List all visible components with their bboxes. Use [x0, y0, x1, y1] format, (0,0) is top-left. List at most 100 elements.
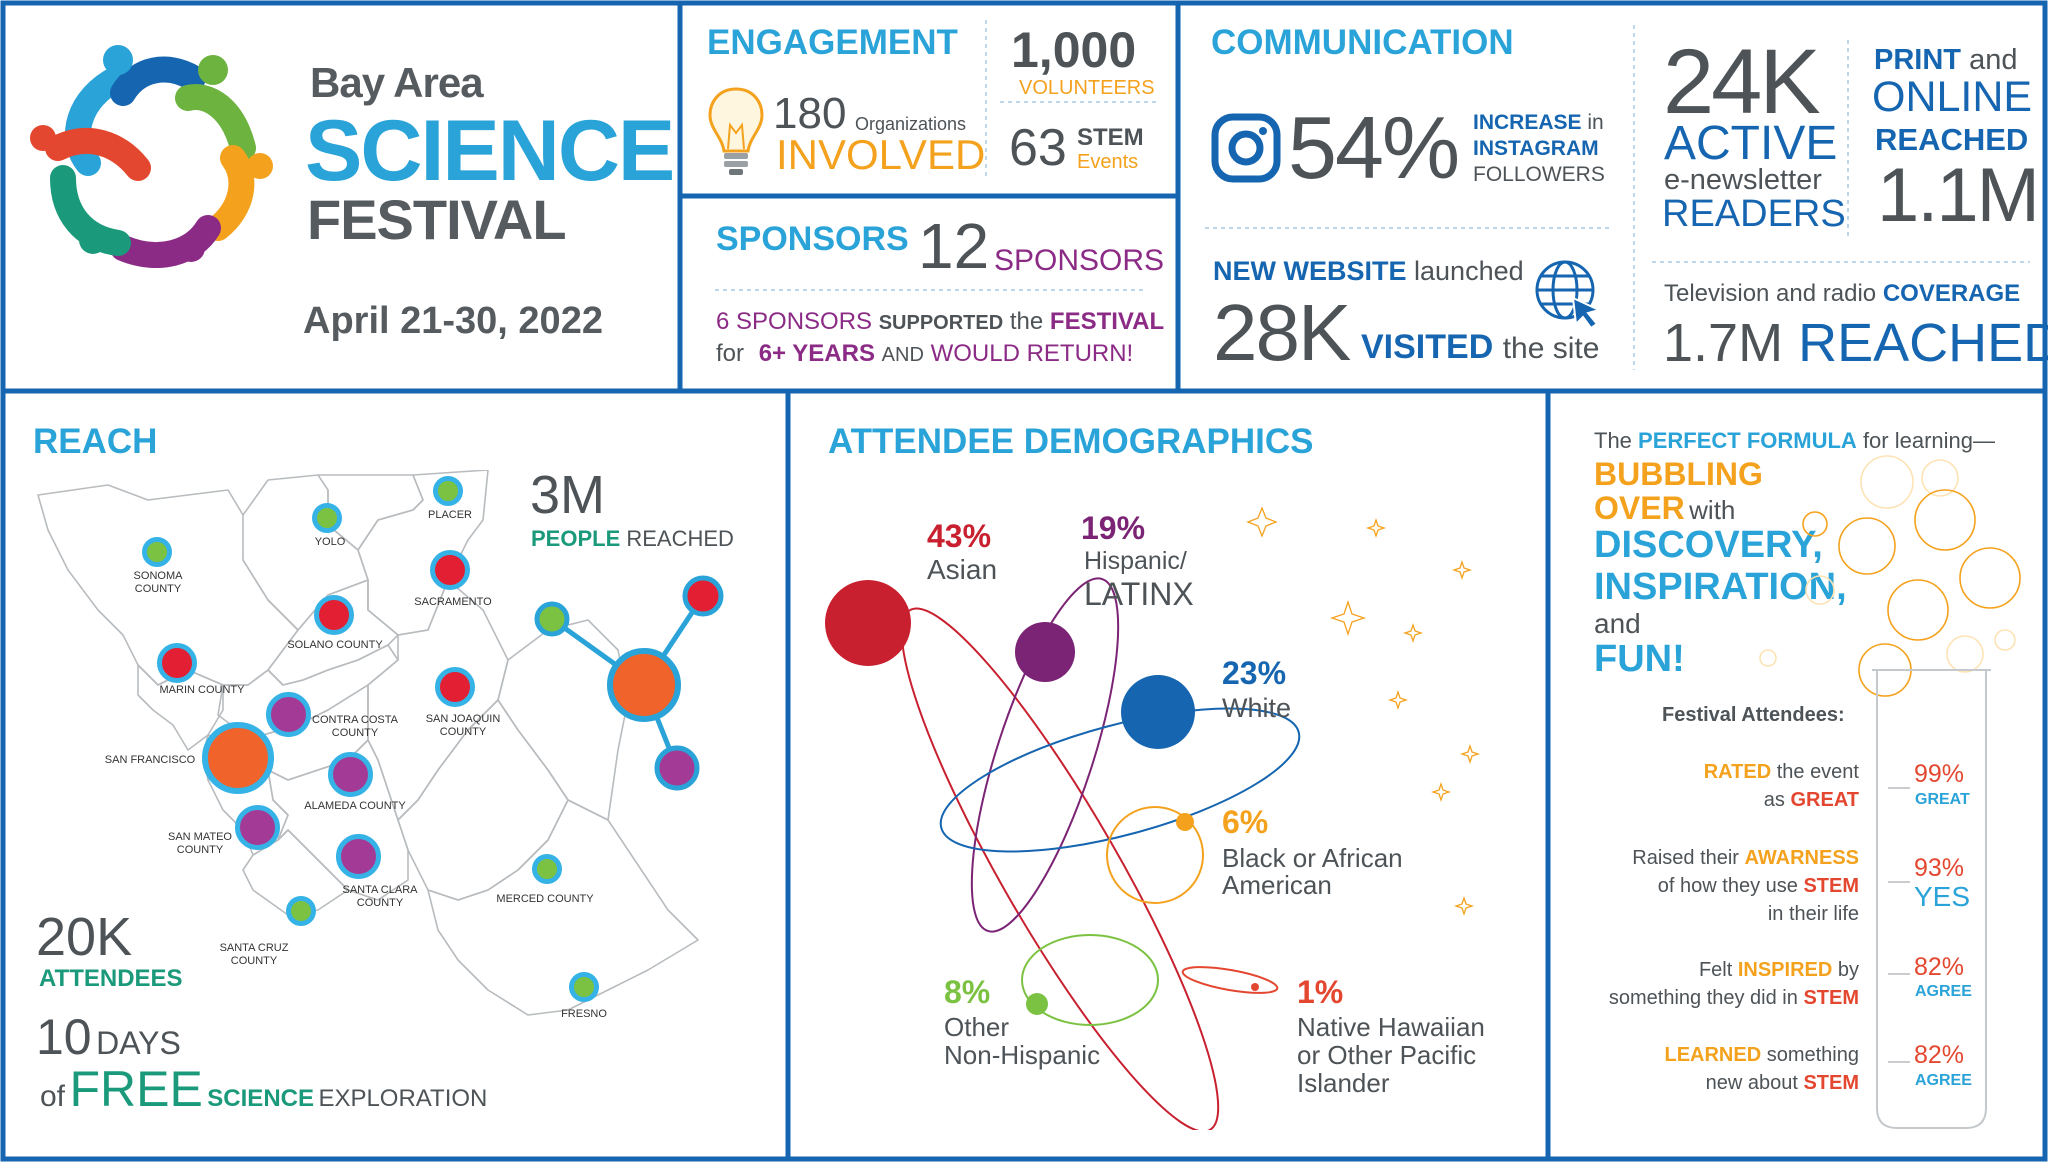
demo-other-label1: Other	[944, 1012, 1010, 1042]
stat-learned-line2: new about STEM	[1706, 1073, 1859, 1093]
county-marker	[312, 503, 342, 533]
communication-heading: COMMUNICATION	[1211, 23, 1514, 62]
stat-inspired-felt: Felt	[1698, 959, 1733, 981]
stem-number: 63	[1009, 119, 1067, 177]
county-marker	[433, 476, 463, 506]
tv-reached-line: 1.7M REACHED	[1663, 316, 2048, 370]
stat-awareness-how: of how they use	[1657, 875, 1798, 897]
title-line1: Bay Area	[310, 59, 484, 106]
county-marker	[142, 537, 172, 567]
county-marker	[435, 667, 475, 707]
formula-intro: The PERFECT FORMULA for learning—	[1594, 430, 1995, 452]
website-visited-line: VISITED the site	[1361, 330, 1599, 364]
website-number: 28K	[1213, 288, 1351, 377]
stat-learned-stem: STEM	[1803, 1072, 1859, 1094]
county-label: SANTA CRUZ COUNTY	[219, 942, 289, 967]
stat-rated-event: the event	[1776, 761, 1859, 783]
enews-number: 24K	[1663, 31, 1821, 133]
network-icon	[534, 575, 724, 791]
enews-active: ACTIVE	[1664, 117, 1838, 170]
insta-in: in	[1587, 111, 1604, 134]
stat-awareness-raised: Raised their	[1632, 847, 1739, 869]
county-label: FRESNO	[561, 1008, 607, 1020]
formula-inspiration: INSPIRATION,	[1594, 566, 1847, 608]
sponsors-line1: 6 SPONSORS SUPPORTED the FESTIVAL	[716, 310, 1164, 334]
print-print: PRINT	[1874, 44, 1961, 76]
people-people: PEOPLE	[531, 526, 621, 551]
sponsors-and: AND	[881, 344, 924, 366]
formula-fun: FUN!	[1594, 638, 1685, 680]
demo-other-pct: 8%	[944, 974, 991, 1010]
demo-hispanic-label1: Hispanic/	[1084, 547, 1187, 575]
county-marker	[266, 692, 311, 737]
county-label: SOLANO COUNTY	[287, 639, 383, 651]
volunteers-number: 1,000	[1011, 22, 1137, 78]
stat-learned-something: something	[1766, 1044, 1859, 1066]
county-label: PLACER	[427, 509, 473, 521]
sponsors-festival: FESTIVAL	[1049, 308, 1165, 335]
orgs-label: Organizations	[855, 114, 967, 134]
sponsors-label: SPONSORS	[994, 244, 1165, 277]
formula-discovery: DISCOVERY,	[1594, 524, 1823, 566]
sponsors-the: the	[1009, 308, 1044, 335]
county-marker	[157, 643, 197, 683]
stat-awareness-line1: Raised their AWARNESS	[1632, 848, 1859, 868]
formula-learning: for learning—	[1862, 428, 1996, 453]
demo-native-label3: Islander	[1297, 1068, 1390, 1098]
stat-inspired-inspired: INSPIRED	[1737, 959, 1833, 981]
demo-black-label2: American	[1222, 870, 1332, 900]
county-label: ALAMEDA COUNTY	[304, 800, 406, 812]
stat-awareness-line2: of how they use STEM	[1658, 876, 1859, 896]
county-marker	[336, 834, 381, 879]
stat-rated-rated: RATED	[1703, 761, 1772, 783]
stat-awareness-pct: 93%	[1914, 854, 1965, 882]
stat-learned-learned: LEARNED	[1664, 1044, 1762, 1066]
stat-inspired-line2: something they did in STEM	[1609, 988, 1859, 1008]
lightbulb-icon	[708, 87, 764, 175]
demo-native-pct: 1%	[1297, 974, 1344, 1010]
instagram-icon	[1211, 113, 1281, 183]
title-science: SCIENCE	[305, 103, 675, 199]
demo-other-label2: Non-Hispanic	[944, 1040, 1101, 1070]
website-launched: launched	[1414, 256, 1524, 286]
stat-rated-line1: RATED the event	[1704, 762, 1859, 782]
enews-readers: READERS	[1662, 193, 1846, 235]
county-label: SAN JOAQUIN COUNTY	[425, 713, 501, 738]
print-and: and	[1969, 44, 2018, 76]
sponsors-line2: for 6+ YEARS AND WOULD RETURN!	[716, 342, 1133, 366]
days-label: DAYS	[96, 1025, 181, 1061]
attendees-number: 20K	[36, 907, 133, 967]
free-of: of	[40, 1080, 66, 1113]
stat-rated-line2: as GREAT	[1764, 790, 1859, 810]
demo-black-label1: Black or African	[1222, 843, 1403, 873]
orgs-number: 180	[773, 89, 847, 138]
festival-dates: April 21-30, 2022	[303, 300, 603, 342]
tv-coverage: COVERAGE	[1882, 280, 2021, 307]
website-visited: VISITED	[1361, 328, 1494, 366]
stat-awareness-awareness: AWARNESS	[1744, 847, 1859, 869]
people-number: 3M	[530, 465, 606, 525]
tv-line: Television and radio COVERAGE	[1664, 282, 2020, 306]
stat-learned-pct: 82%	[1914, 1041, 1965, 1069]
demo-hispanic-pct: 19%	[1081, 510, 1146, 546]
county-marker	[235, 805, 280, 850]
volunteers-label: VOLUNTEERS	[1019, 77, 1155, 99]
demo-native-label2: or Other Pacific	[1297, 1040, 1477, 1070]
stat-inspired-line1: Felt INSPIRED by	[1699, 960, 1859, 980]
print-reached: REACHED	[1875, 122, 2029, 157]
county-marker	[532, 854, 562, 884]
demo-hispanic-label2: LATINX	[1084, 576, 1194, 612]
county-marker	[569, 972, 599, 1002]
people-reached: REACHED	[626, 526, 734, 551]
stem-label: STEM	[1077, 124, 1144, 151]
county-label: MARIN COUNTY	[159, 684, 245, 696]
insta-increase: INCREASE	[1473, 111, 1582, 134]
county-marker	[286, 896, 316, 926]
sponsors-years: 6+ YEARS	[758, 340, 875, 367]
insta-pct: 54%	[1288, 98, 1460, 197]
demo-black-pct: 6%	[1222, 804, 1269, 840]
globe-cursor-icon	[1535, 260, 1602, 330]
county-marker	[328, 752, 373, 797]
